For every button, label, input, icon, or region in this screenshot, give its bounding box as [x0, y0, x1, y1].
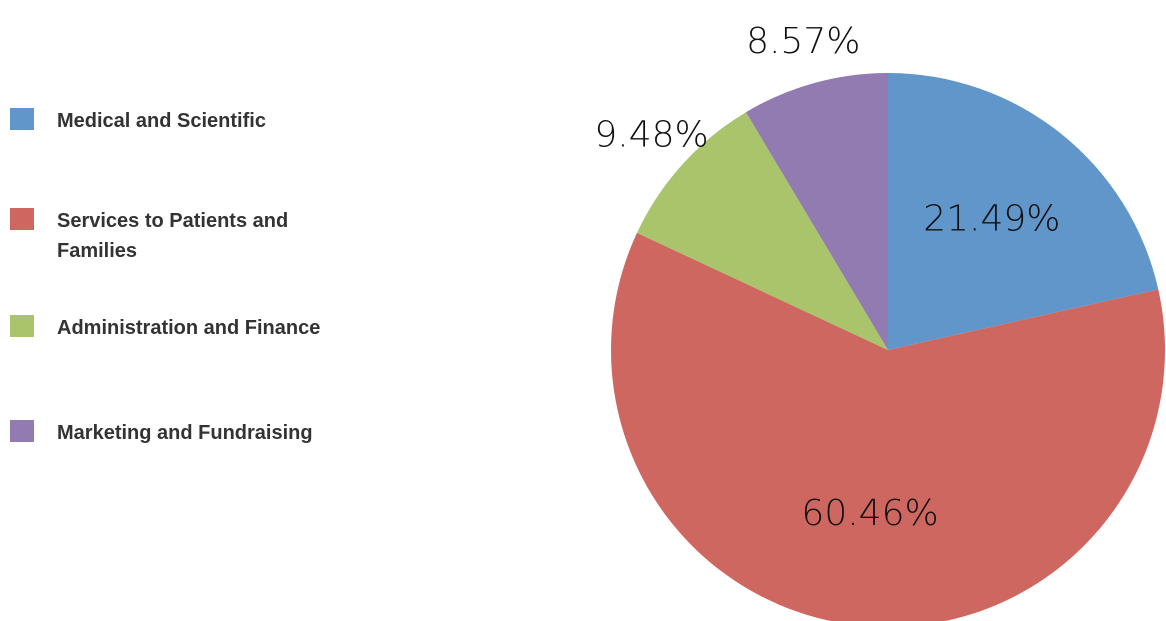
legend-label: Services to Patients and Families [57, 210, 289, 262]
legend-swatch [10, 108, 34, 130]
pie-slice [888, 73, 1159, 350]
legend-swatch [10, 420, 34, 442]
legend-swatch [10, 208, 34, 230]
pie-slice [636, 112, 888, 350]
data-label: 60.46% [801, 493, 938, 534]
data-label: 21.49% [923, 198, 1060, 239]
legend-label: Administration and Finance [57, 317, 321, 339]
data-label: 8.57% [746, 21, 860, 62]
legend-swatch [10, 315, 34, 337]
legend-label: Medical and Scientific [57, 110, 266, 132]
data-label: 9.48% [594, 115, 708, 156]
pie-slice [745, 73, 888, 350]
pie-slice [611, 232, 1165, 621]
legend-label: Marketing and Fundraising [57, 422, 313, 444]
